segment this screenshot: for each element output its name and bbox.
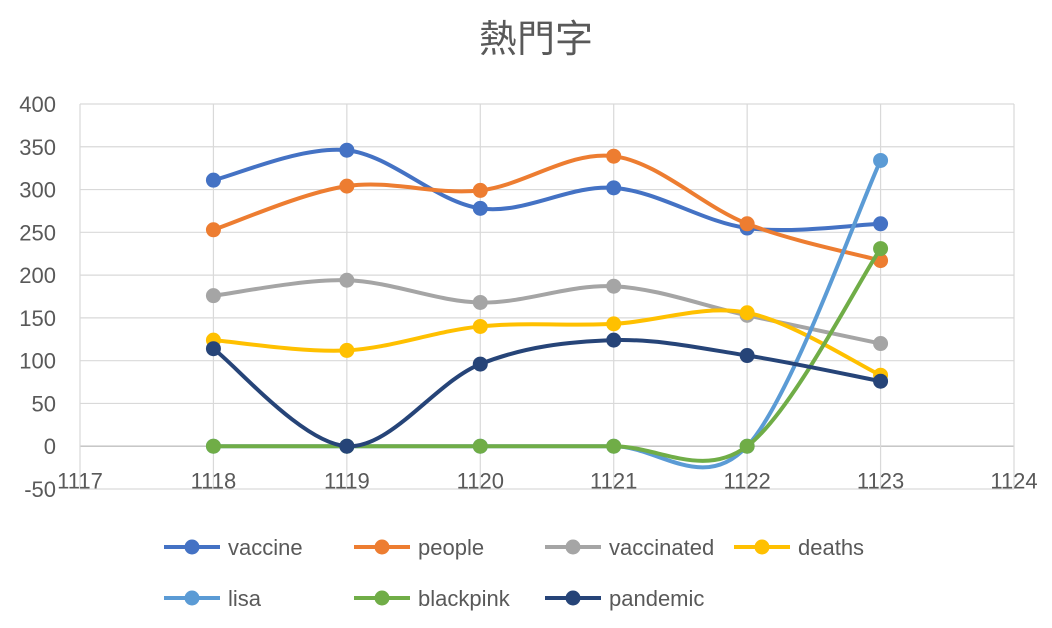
x-tick-label: 1122 (723, 469, 770, 494)
data-point (472, 200, 488, 216)
legend-label: vaccinated (609, 535, 714, 560)
legend-label: people (418, 535, 484, 560)
data-point (606, 332, 622, 348)
legend-swatch-marker (374, 590, 390, 606)
legend-item-lisa: lisa (164, 586, 262, 611)
data-point (873, 336, 889, 352)
data-point (205, 172, 221, 188)
data-point (739, 305, 755, 321)
legend-swatch-marker (565, 539, 581, 555)
data-point (739, 348, 755, 364)
data-point (339, 178, 355, 194)
data-point (606, 316, 622, 332)
data-point (873, 216, 889, 232)
y-tick-label: 300 (19, 178, 56, 203)
y-tick-label: -50 (24, 477, 56, 502)
legend-swatch-marker (754, 539, 770, 555)
data-point (205, 341, 221, 357)
legend-item-vaccine: vaccine (164, 535, 303, 560)
data-point (472, 182, 488, 198)
data-point (606, 148, 622, 164)
x-axis-ticks: 1117 1118 1119 1120 1121 1122 1123 1124 (57, 469, 1038, 494)
data-point (739, 216, 755, 232)
y-tick-label: 100 (19, 349, 56, 374)
data-point (339, 438, 355, 454)
data-point (739, 438, 755, 454)
data-point (339, 142, 355, 158)
series-pandemic (205, 332, 889, 454)
x-tick-label: 1124 (990, 469, 1037, 494)
legend-swatch-marker (184, 539, 200, 555)
data-point (205, 288, 221, 304)
legend-item-blackpink: blackpink (354, 586, 511, 611)
y-tick-label: 250 (19, 220, 56, 245)
data-point (606, 180, 622, 196)
series-line (211, 338, 883, 449)
legend-label: lisa (228, 586, 262, 611)
legend-swatch-marker (565, 590, 581, 606)
legend-item-deaths: deaths (734, 535, 864, 560)
series-vaccinated (205, 272, 889, 352)
y-tick-label: 400 (19, 92, 56, 117)
x-tick-label: 1120 (457, 469, 504, 494)
series-line (211, 278, 883, 346)
x-tick-label: 1121 (590, 469, 637, 494)
legend-item-pandemic: pandemic (545, 586, 704, 611)
y-tick-label: 350 (19, 135, 56, 160)
data-point (339, 272, 355, 288)
legend-item-people: people (354, 535, 484, 560)
x-tick-label: 1117 (57, 469, 103, 494)
y-tick-label: 0 (44, 434, 56, 459)
data-point (472, 356, 488, 372)
legend-label: deaths (798, 535, 864, 560)
legend-swatch-marker (374, 539, 390, 555)
data-point (339, 342, 355, 358)
series-deaths (205, 305, 889, 383)
data-point (472, 294, 488, 310)
y-tick-label: 200 (19, 263, 56, 288)
legend-label: pandemic (609, 586, 704, 611)
data-point (873, 152, 889, 168)
data-point (606, 278, 622, 294)
series-people (205, 148, 889, 269)
data-point (205, 222, 221, 238)
series-line (211, 153, 883, 263)
x-tick-label: 1119 (324, 469, 370, 494)
legend-swatch-marker (184, 590, 200, 606)
data-point (205, 438, 221, 454)
chart-title: 熱門字 (479, 17, 593, 61)
data-point (873, 241, 889, 257)
data-point (472, 438, 488, 454)
data-point (873, 373, 889, 389)
legend-label: vaccine (228, 535, 303, 560)
x-tick-label: 1123 (857, 469, 904, 494)
series-lines (205, 142, 889, 470)
series-line (211, 158, 883, 470)
legend-label: blackpink (418, 586, 511, 611)
data-point (606, 438, 622, 454)
series-line (211, 308, 883, 378)
y-tick-label: 150 (19, 306, 56, 331)
legend-item-vaccinated: vaccinated (545, 535, 714, 560)
y-axis-ticks: -50 0 50 100 150 200 250 300 350 400 (19, 92, 56, 502)
data-point (472, 318, 488, 334)
legend: vaccine people vaccinated deaths lisa blackpi… (164, 535, 864, 611)
x-tick-label: 1118 (191, 469, 237, 494)
y-tick-label: 50 (32, 391, 56, 416)
